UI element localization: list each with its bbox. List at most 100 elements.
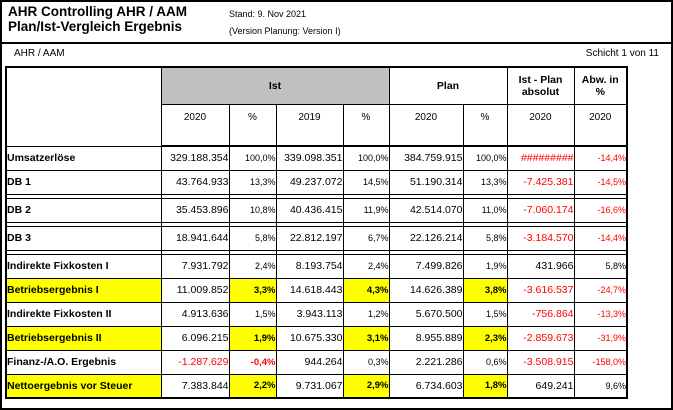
- percent-cell: 5,8%: [573, 253, 628, 279]
- table-row: Indirekte Fixkosten II 4.913.636 1,5% 3.943…: [5, 301, 628, 327]
- report-table-body: Umsatzerlöse 329.188.354 100,0% 339.098.351…: [5, 145, 628, 399]
- page-indicator: Schicht 1 von 11: [585, 48, 659, 59]
- percent-cell: 1,9%: [228, 325, 277, 351]
- report-title-line1: AHR Controlling AHR / AAM: [8, 4, 187, 19]
- table-row: DB 3 18.941.644 5,8% 22.812.197 6,7% 22.126.2…: [5, 225, 628, 251]
- report-table: Ist Plan Ist - Plan absolut Abw. in % 20…: [5, 66, 628, 399]
- percent-cell: 0,3%: [342, 349, 390, 375]
- value-cell: 11.009.852: [160, 277, 230, 303]
- percent-cell: 100,0%: [228, 145, 277, 171]
- year-header-row: 2020 % 2019 % 2020 % 2020 2020: [6, 103, 628, 147]
- percent-cell: 2,3%: [462, 325, 508, 351]
- value-cell: 8.955.889: [388, 325, 464, 351]
- percent-cell: 100,0%: [342, 145, 390, 171]
- value-cell: 14.626.389: [388, 277, 464, 303]
- value-cell: 43.764.933: [160, 169, 230, 195]
- value-cell: 8.193.754: [275, 253, 344, 279]
- value-cell: 5.670.500: [388, 301, 464, 327]
- table-row: DB 1 43.764.933 13,3% 49.237.072 14,5% 51.190…: [5, 169, 628, 195]
- report-version: (Version Planung: Version I): [229, 26, 341, 36]
- table-row: Umsatzerlöse 329.188.354 100,0% 339.098.351…: [5, 145, 628, 171]
- value-cell: 4.913.636: [160, 301, 230, 327]
- year-header-ist-2019: 2019: [275, 103, 344, 147]
- percent-cell: 1,2%: [342, 301, 390, 327]
- group-header-row: Ist Plan Ist - Plan absolut Abw. in %: [5, 66, 628, 147]
- group-header-plan: Plan: [388, 66, 508, 105]
- value-cell: 7.931.792: [160, 253, 230, 279]
- table-row: Finanz-/A.O. Ergebnis -1.287.629 -0,4% 944.…: [5, 349, 628, 375]
- value-cell: 339.098.351: [275, 145, 344, 171]
- value-cell: -7.060.174: [506, 197, 575, 223]
- percent-cell: -14,5%: [573, 169, 628, 195]
- percent-cell: -24,7%: [573, 277, 628, 303]
- row-label: Finanz-/A.O. Ergebnis: [5, 349, 162, 375]
- value-cell: -3.616.537: [506, 277, 575, 303]
- percent-cell: 1,8%: [462, 373, 508, 399]
- value-cell: -2.859.673: [506, 325, 575, 351]
- percent-cell: 5,8%: [462, 225, 508, 251]
- percent-cell: 3,8%: [462, 277, 508, 303]
- group-header-ist: Ist: [160, 66, 390, 105]
- report-title-line2: Plan/Ist-Vergleich Ergebnis: [8, 19, 183, 34]
- percent-cell: 5,8%: [228, 225, 277, 251]
- value-cell: 649.241: [506, 373, 575, 399]
- group-header-ist-plan-line2: absolut: [521, 85, 560, 98]
- percent-cell: 2,4%: [342, 253, 390, 279]
- row-label: Indirekte Fixkosten I: [5, 253, 162, 279]
- percent-cell: 2,4%: [228, 253, 277, 279]
- percent-cell: -13,3%: [573, 301, 628, 327]
- year-header-istplan-2020: 2020: [506, 103, 575, 147]
- row-label: Betriebsergebnis II: [5, 325, 162, 351]
- percent-cell: 4,3%: [342, 277, 390, 303]
- value-cell: 431.966: [506, 253, 575, 279]
- group-header-ist-plan-line1: Ist - Plan: [518, 73, 563, 86]
- table-row: Indirekte Fixkosten I 7.931.792 2,4% 8.193.…: [5, 253, 628, 279]
- value-cell: -3.508.915: [506, 349, 575, 375]
- value-cell: #########: [506, 145, 575, 171]
- value-cell: 9.731.067: [275, 373, 344, 399]
- value-cell: 22.812.197: [275, 225, 344, 251]
- percent-cell: -14,4%: [573, 145, 628, 171]
- report-title: AHR Controlling AHR / AAM Plan/Ist-Vergl…: [8, 4, 187, 34]
- value-cell: 2.221.286: [388, 349, 464, 375]
- value-cell: 6.096.215: [160, 325, 230, 351]
- value-cell: 51.190.314: [388, 169, 464, 195]
- value-cell: -7.425.381: [506, 169, 575, 195]
- percent-cell: -0,4%: [228, 349, 277, 375]
- percent-cell: 1,5%: [462, 301, 508, 327]
- value-cell: 35.453.896: [160, 197, 230, 223]
- percent-cell: 10,8%: [228, 197, 277, 223]
- report-table-head: Ist Plan Ist - Plan absolut Abw. in % 20…: [5, 66, 628, 147]
- percent-cell: -16,6%: [573, 197, 628, 223]
- percent-cell: -14,4%: [573, 225, 628, 251]
- value-cell: 7.383.844: [160, 373, 230, 399]
- percent-cell: 9,6%: [573, 373, 628, 399]
- row-label: Indirekte Fixkosten II: [5, 301, 162, 327]
- value-cell: 22.126.214: [388, 225, 464, 251]
- row-label: Nettoergebnis vor Steuer: [5, 373, 162, 399]
- corner-cell: [5, 66, 162, 147]
- report-meta: Stand: 9. Nov 2021 (Version Planung: Ver…: [229, 6, 341, 40]
- year-header-ist-2020: 2020: [160, 103, 230, 147]
- value-cell: -1.287.629: [160, 349, 230, 375]
- group-header-abw: Abw. in %: [573, 66, 628, 105]
- value-cell: 10.675.330: [275, 325, 344, 351]
- percent-cell: 0,6%: [462, 349, 508, 375]
- value-cell: 329.188.354: [160, 145, 230, 171]
- percent-cell: 100,0%: [462, 145, 508, 171]
- percent-cell: 1,5%: [228, 301, 277, 327]
- pct-header-plan-2020: %: [462, 103, 508, 147]
- report-date: Stand: 9. Nov 2021: [229, 9, 307, 19]
- row-label: DB 3: [5, 225, 162, 251]
- row-label: Umsatzerlöse: [5, 145, 162, 171]
- row-label: DB 2: [5, 197, 162, 223]
- section-label: AHR / AAM: [14, 48, 65, 59]
- title-box: AHR Controlling AHR / AAM Plan/Ist-Vergl…: [2, 2, 671, 44]
- value-cell: 6.734.603: [388, 373, 464, 399]
- value-cell: -756.864: [506, 301, 575, 327]
- value-cell: 944.264: [275, 349, 344, 375]
- table-row: Betriebsergebnis II 6.096.215 1,9% 10.675.3…: [5, 325, 628, 351]
- group-header-abw-line2: %: [595, 85, 605, 98]
- value-cell: 49.237.072: [275, 169, 344, 195]
- percent-cell: -158,0%: [573, 349, 628, 375]
